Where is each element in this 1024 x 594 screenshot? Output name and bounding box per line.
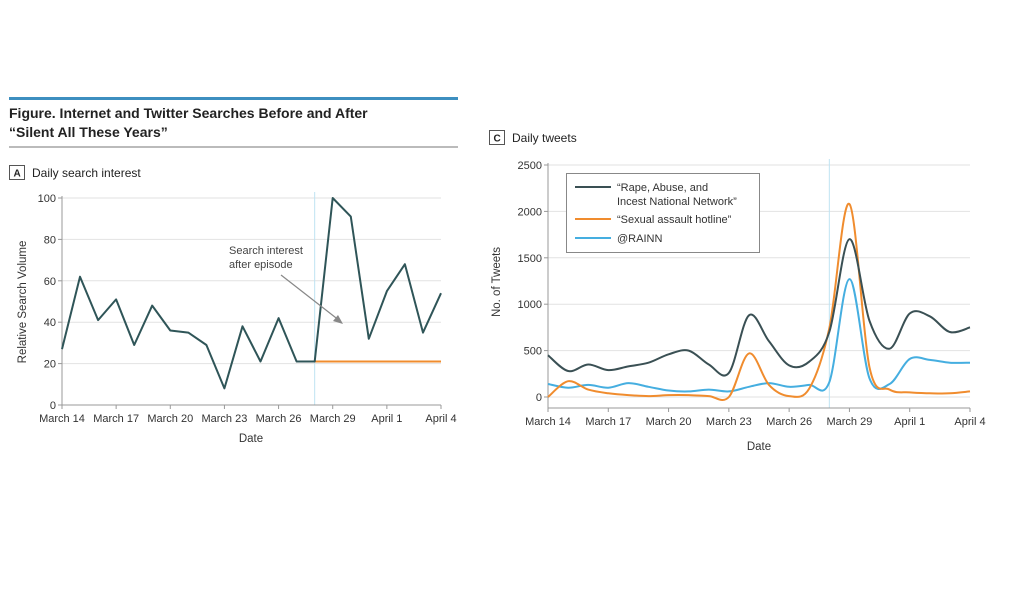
title-accent-bar — [9, 97, 458, 100]
series-line-1 — [547, 202, 971, 401]
legend-label-at-rainn: @RAINN — [617, 233, 662, 245]
x-tick-label: March 23 — [201, 413, 247, 425]
chart-a-y-axis-label: Relative Search Volume — [17, 241, 29, 364]
legend-label-rainn-network-line2: Incest National Network” — [617, 196, 737, 208]
y-tick-label: 0 — [536, 392, 542, 404]
figure-title-line1: Figure. Internet and Twitter Searches Be… — [9, 105, 368, 121]
chart-a-axes: 0 20 40 60 80 100 March 14 March 17 March 20 Marc… — [38, 193, 457, 425]
y-tick-label: 500 — [524, 346, 542, 358]
chart-c-y-axis-label: No. of Tweets — [491, 247, 503, 317]
annotation-line2: after episode — [229, 259, 293, 271]
legend-label-rainn-network-line1: “Rape, Abuse, and — [617, 182, 708, 194]
y-tick-label: 1500 — [518, 253, 542, 265]
x-tick-label: March 26 — [766, 416, 812, 428]
y-tick-label: 100 — [38, 193, 56, 205]
panel-c-title: Daily tweets — [512, 131, 577, 145]
x-tick-label: March 17 — [93, 413, 139, 425]
y-tick-label: 2000 — [518, 206, 542, 218]
chart-c: 0 500 1000 1500 2000 2500 March 14 March 17 Marc… — [491, 159, 986, 453]
x-tick-label: March 20 — [147, 413, 193, 425]
chart-a: 0 20 40 60 80 100 March 14 March 17 March 20 Marc… — [17, 192, 457, 445]
y-tick-label: 2500 — [518, 160, 542, 172]
x-tick-label: April 4 — [425, 413, 456, 425]
figure-title-line2: “Silent All These Years” — [9, 124, 168, 140]
x-tick-label: March 17 — [585, 416, 631, 428]
panel-a-badge — [9, 165, 25, 180]
x-tick-label: March 29 — [310, 413, 356, 425]
chart-c-axes: 0 500 1000 1500 2000 2500 March 14 March 17 Marc… — [518, 160, 986, 428]
x-tick-label: March 26 — [256, 413, 302, 425]
x-tick-label: April 1 — [371, 413, 402, 425]
chart-a-x-axis-label: Date — [239, 433, 263, 445]
chart-c-legend: “Rape, Abuse, and Incest National Networ… — [566, 173, 760, 253]
x-tick-label: April 4 — [954, 416, 985, 428]
legend-label-hotline: “Sexual assault hotline” — [617, 214, 732, 226]
annotation-line1: Search interest — [229, 245, 303, 257]
x-tick-label: March 29 — [826, 416, 872, 428]
chart-c-x-axis-label: Date — [747, 441, 771, 453]
y-tick-label: 40 — [44, 317, 56, 329]
x-tick-label: March 14 — [525, 416, 571, 428]
annotation-arrow-line — [280, 274, 341, 322]
x-tick-label: March 14 — [39, 413, 85, 425]
x-tick-label: March 23 — [706, 416, 752, 428]
panel-c-badge — [489, 130, 505, 145]
series-line-0 — [547, 278, 971, 393]
x-tick-label: March 20 — [646, 416, 692, 428]
series-line-1 — [61, 197, 442, 390]
y-tick-label: 0 — [50, 400, 56, 412]
panel-a-letter: A — [14, 169, 21, 180]
y-tick-label: 60 — [44, 276, 56, 288]
chart-a-lines — [61, 197, 442, 390]
panel-c-letter: C — [494, 134, 501, 145]
series-line-2 — [547, 238, 971, 377]
x-tick-label: April 1 — [894, 416, 925, 428]
y-tick-label: 1000 — [518, 299, 542, 311]
chart-c-lines — [547, 202, 971, 401]
y-tick-label: 20 — [44, 359, 56, 371]
chart-c-grid — [548, 159, 970, 408]
annotation-arrow-head — [333, 315, 343, 324]
y-tick-label: 80 — [44, 234, 56, 246]
panel-a-title: Daily search interest — [32, 166, 141, 180]
